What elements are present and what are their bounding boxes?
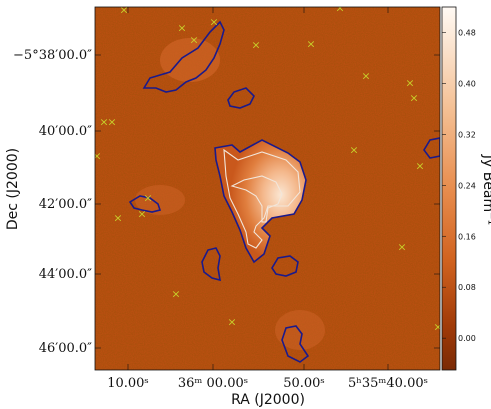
source-marker: × xyxy=(227,316,236,329)
source-marker: × xyxy=(119,4,128,17)
contour-left-blob xyxy=(128,195,162,213)
source-marker: × xyxy=(143,192,152,205)
source-marker: × xyxy=(92,150,101,163)
source-marker: × xyxy=(251,39,260,52)
colorbar-tick-label: 0.24 xyxy=(458,181,476,190)
contour-main-clump xyxy=(214,139,307,264)
emission-patch xyxy=(135,185,185,215)
y-tick-label: 40′00.0″ xyxy=(39,124,92,139)
colorbar-ticks: 0.48 0.40 0.32 0.24 0.16 0.08 0.00 xyxy=(442,28,476,343)
source-marker: × xyxy=(99,116,108,129)
colorbar-tick-label: 0.00 xyxy=(458,334,476,343)
y-tick-label: 44′00.0″ xyxy=(39,267,92,282)
source-marker: × xyxy=(405,77,414,90)
source-marker: × xyxy=(113,212,122,225)
contour-right-edge xyxy=(423,137,440,159)
contour-inner-outer xyxy=(223,148,301,249)
emission-patches xyxy=(135,38,325,350)
source-marker: × xyxy=(349,144,358,157)
y-tick-label: 46′00.0″ xyxy=(39,341,92,356)
contour-north-filament xyxy=(142,20,225,93)
source-marker: × xyxy=(107,116,116,129)
x-tick-label: 50.00ˢ xyxy=(283,376,325,391)
y-tick-label: 42′00.0″ xyxy=(39,197,92,212)
source-marker: × xyxy=(415,160,424,173)
y-tick-label: −5°38′00.0″ xyxy=(13,48,92,63)
x-tick-label: 36ᵐ 00.00ˢ xyxy=(178,376,248,391)
source-marker: × xyxy=(177,22,186,35)
contour-inner-peak xyxy=(230,175,283,223)
inner-contours xyxy=(223,148,301,249)
colorbar-tick-label: 0.40 xyxy=(458,79,476,88)
image-panel: ×× ×× × ×××××××× ×××××××× × xyxy=(92,2,442,370)
source-marker: × xyxy=(171,288,180,301)
x-axis-label: RA (J2000) xyxy=(231,392,305,408)
y-tick-labels: −5°38′00.0″ 40′00.0″ 42′00.0″ 44′00.0″ 4… xyxy=(13,48,92,356)
source-marker: × xyxy=(361,70,370,83)
colorbar: 0.48 0.40 0.32 0.24 0.16 0.08 0.00 Jy Beam⁻¹ xyxy=(441,6,491,371)
colorbar-tick-label: 0.32 xyxy=(458,130,476,139)
contour-bottom xyxy=(281,325,310,363)
colorbar-label: Jy Beam⁻¹ xyxy=(480,154,491,225)
colorbar-tick-label: 0.08 xyxy=(458,283,476,292)
plot-frame xyxy=(94,6,441,371)
y-axis-label: Dec (J2000) xyxy=(5,148,21,230)
outer-contours xyxy=(128,20,440,363)
colorbar-tick-label: 0.16 xyxy=(458,232,476,241)
colorbar-gradient xyxy=(441,6,457,371)
x-tick-label: 5ʰ35ᵐ40.00ˢ xyxy=(348,376,428,391)
source-marker: × xyxy=(409,92,418,105)
contour-lower-left xyxy=(201,247,221,282)
source-marker: × xyxy=(189,34,198,47)
contour-small-north xyxy=(227,87,255,109)
source-markers: ×× ×× × ×××××××× ×××××××× × xyxy=(92,2,442,334)
source-marker: × xyxy=(137,208,146,221)
frame-ticks xyxy=(95,7,440,370)
source-marker: × xyxy=(306,38,315,51)
source-marker: × xyxy=(433,321,442,334)
source-marker: × xyxy=(335,2,344,15)
x-tick-labels: 10.00ˢ 36ᵐ 00.00ˢ 50.00ˢ 5ʰ35ᵐ40.00ˢ xyxy=(107,376,428,391)
emission-patch xyxy=(275,310,325,350)
colorbar-tick-label: 0.48 xyxy=(458,28,476,37)
x-tick-label: 10.00ˢ xyxy=(107,376,149,391)
source-marker: × xyxy=(397,241,406,254)
contour-lower-mid xyxy=(271,255,299,277)
main-clump-emission xyxy=(215,140,306,262)
source-marker: × xyxy=(209,16,218,29)
